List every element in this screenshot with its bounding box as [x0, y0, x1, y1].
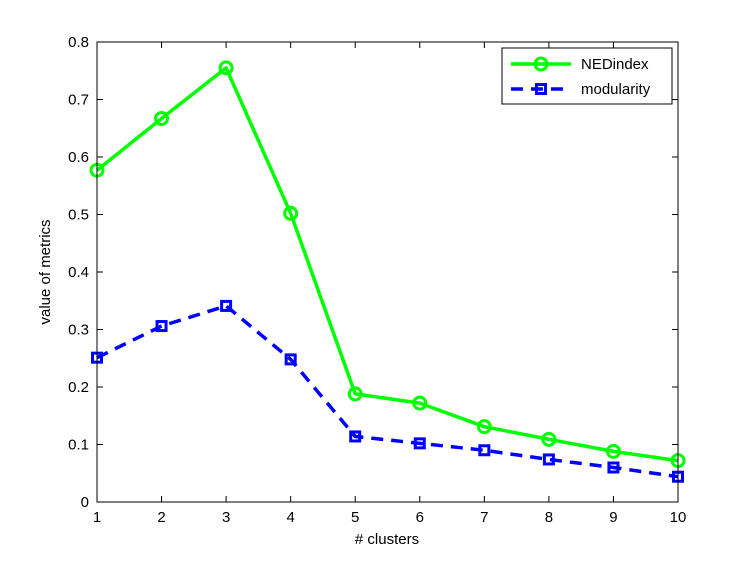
data-point-modularity — [284, 353, 297, 366]
legend-marker — [533, 56, 549, 72]
series-line-NEDindex — [95, 66, 679, 463]
y-tick-label: 0.2 — [68, 379, 89, 396]
data-point-NEDindex — [283, 205, 299, 221]
data-point-NEDindex — [476, 419, 492, 435]
series-line-modularity — [96, 304, 679, 479]
y-tick-label: 0.8 — [68, 34, 89, 51]
data-point-NEDindex — [347, 386, 363, 402]
legend-box — [501, 47, 673, 105]
legend-entry-NEDindex: NEDindex — [511, 56, 649, 73]
x-tick-label: 2 — [157, 509, 165, 526]
x-tick-label: 6 — [416, 509, 424, 526]
data-point-NEDindex — [605, 443, 621, 459]
y-tick-label: 0 — [81, 494, 89, 511]
data-point-modularity — [155, 320, 168, 333]
legend: NEDindex modularity — [501, 47, 673, 105]
data-point-NEDindex — [412, 395, 428, 411]
x-tick-label: 8 — [545, 509, 553, 526]
data-point-NEDindex — [154, 110, 170, 126]
legend-label: modularity — [581, 81, 651, 98]
legend-marker — [535, 83, 547, 95]
y-tick-label: 0.4 — [68, 264, 89, 281]
data-point-modularity — [413, 437, 426, 450]
x-axis-label: # clusters — [355, 531, 419, 548]
data-point-NEDindex — [218, 60, 234, 76]
x-tick-label: 5 — [351, 509, 359, 526]
ticks-layer: 1 2 3 4 5 6 7 8 9 10 0 0.1 0.2 0.3 0.4 0.5 0.6 0.7 0.8 — [68, 34, 686, 526]
x-tick-label: 3 — [222, 509, 230, 526]
y-axis-label: value of metrics — [37, 219, 54, 324]
legend-entry-modularity: modularity — [511, 81, 651, 98]
y-tick-label: 0.7 — [68, 92, 89, 109]
data-point-NEDindex — [541, 431, 557, 447]
x-tick-label: 1 — [93, 509, 101, 526]
data-point-modularity — [220, 299, 233, 312]
legend-label: NEDindex — [581, 56, 649, 73]
y-tick-label: 0.1 — [68, 437, 89, 454]
data-point-modularity — [542, 453, 555, 466]
data-point-modularity — [478, 444, 491, 457]
series-modularity-group — [91, 299, 684, 483]
x-tick-label: 4 — [286, 509, 294, 526]
plot-area — [97, 42, 678, 502]
data-point-modularity — [607, 461, 620, 474]
y-tick-label: 0.6 — [68, 149, 89, 166]
x-tick-label: 7 — [480, 509, 488, 526]
y-tick-label: 0.3 — [68, 322, 89, 339]
y-tick-label: 0.5 — [68, 207, 89, 224]
data-point-modularity — [349, 430, 362, 443]
x-tick-label: 10 — [670, 509, 687, 526]
x-tick-label: 9 — [609, 509, 617, 526]
